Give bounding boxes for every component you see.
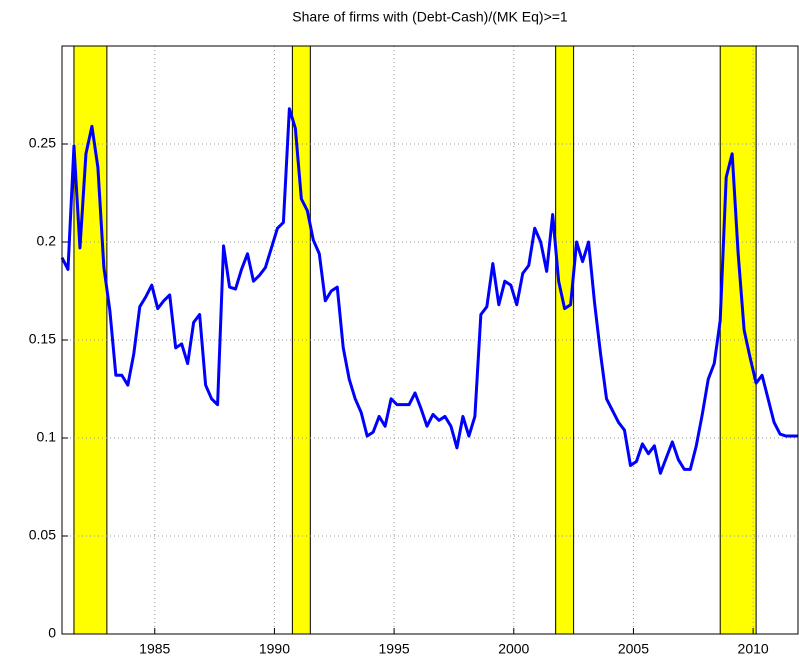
y-tick-label: 0.1 — [37, 429, 57, 445]
y-tick-label: 0.05 — [29, 527, 56, 543]
data-line — [60, 107, 798, 475]
x-tick-label: 1985 — [139, 641, 170, 657]
chart-title: Share of firms with (Debt-Cash)/(MK Eq)>… — [292, 9, 568, 25]
plot-frame — [61, 45, 799, 635]
x-tick-label: 1995 — [379, 641, 410, 657]
x-tick-label: 2010 — [738, 641, 769, 657]
y-tick-label: 0.2 — [37, 233, 57, 249]
x-tick-label: 2000 — [498, 641, 529, 657]
y-tick-label: 0.15 — [29, 331, 56, 347]
y-tick-label: 0.25 — [29, 135, 56, 151]
x-tick-label: 2005 — [618, 641, 649, 657]
y-tick-label: 0 — [48, 625, 56, 641]
x-tick-label: 1990 — [259, 641, 290, 657]
